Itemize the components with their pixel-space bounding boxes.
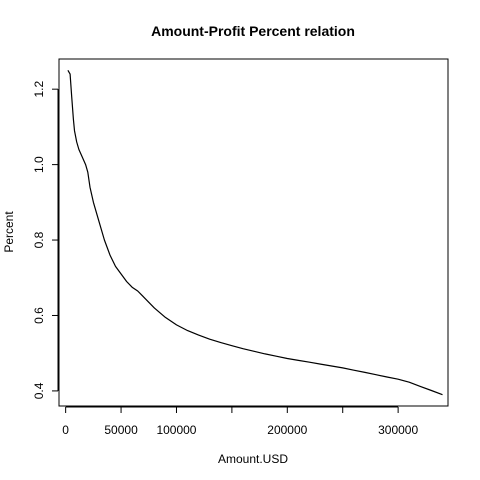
series-line <box>67 69 443 396</box>
y-tick-label: 0.6 <box>32 307 46 324</box>
series-layer <box>67 69 443 396</box>
x-axis: 0 50000 100000 200000 300000 <box>62 406 418 437</box>
chart-title: Amount-Profit Percent relation <box>151 23 355 39</box>
y-axis-label: Percent <box>2 211 16 253</box>
x-tick-label: 200000 <box>267 423 307 437</box>
x-tick-label: 0 <box>62 423 69 437</box>
y-tick-label: 1.0 <box>32 156 46 173</box>
x-tick-label: 50000 <box>104 423 138 437</box>
plot-frame <box>58 58 449 407</box>
y-axis: 0.4 0.6 0.8 1.0 1.2 <box>32 81 59 399</box>
y-tick-label: 0.8 <box>32 231 46 248</box>
y-tick-label: 1.2 <box>32 81 46 98</box>
x-tick-label: 300000 <box>378 423 418 437</box>
x-tick-label: 100000 <box>156 423 196 437</box>
y-tick-label: 0.4 <box>32 382 46 399</box>
x-axis-label: Amount.USD <box>218 452 288 466</box>
